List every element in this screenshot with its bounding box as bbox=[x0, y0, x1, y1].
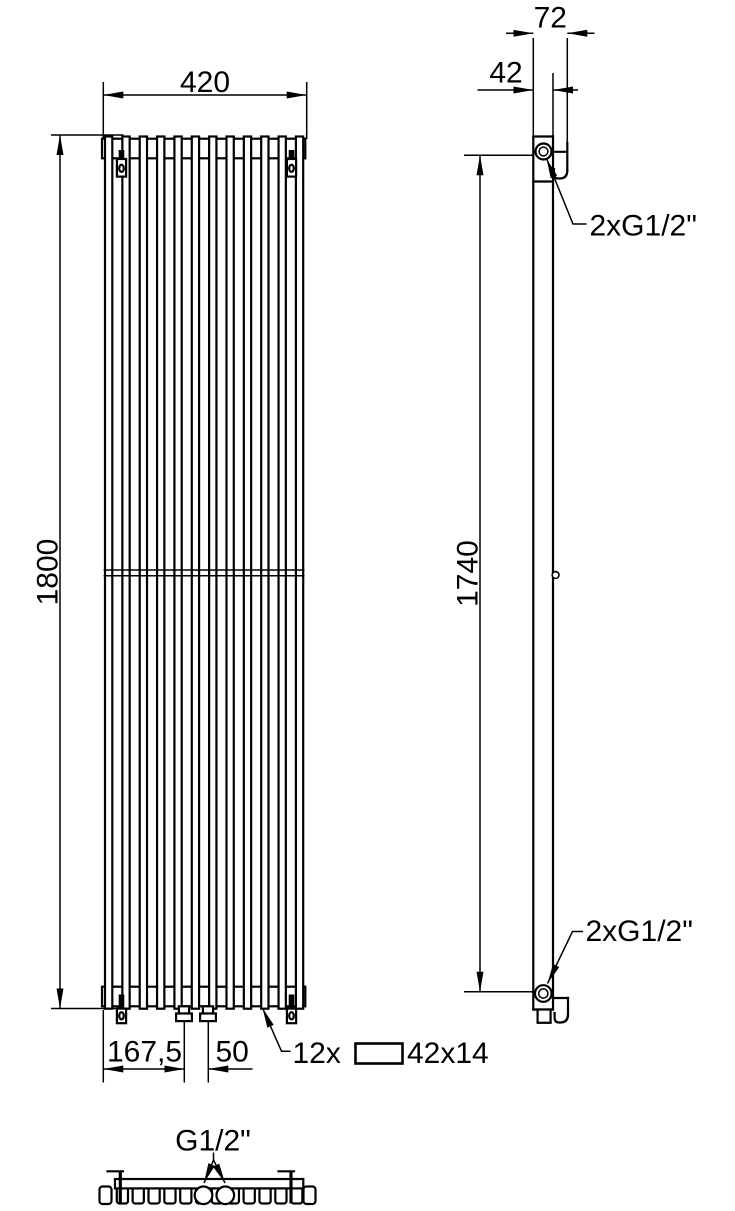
plan-bracket-left bbox=[106, 1170, 125, 1204]
fitting-inner-circle bbox=[538, 146, 549, 157]
dim-offset-value: 167,5 bbox=[107, 1036, 182, 1069]
callout-bottom-connection: 2xG1/2" bbox=[546, 915, 693, 984]
bracket-pin bbox=[288, 994, 295, 1009]
bracket-pin bbox=[118, 994, 125, 1009]
dim-depth-body-value: 42 bbox=[489, 57, 522, 90]
dim-depth-total-72: 72 bbox=[506, 2, 595, 37]
plan-end-cap-right bbox=[302, 1185, 317, 1206]
leader-line bbox=[261, 1007, 291, 1053]
side-bracket-top bbox=[551, 141, 569, 180]
front-middle-band bbox=[103, 569, 305, 577]
dim-spacing-50: 50 bbox=[207, 1021, 253, 1083]
front-top-collector bbox=[100, 137, 307, 160]
dim-connection-height-1740: 1740 bbox=[452, 154, 534, 993]
bracket-hole bbox=[118, 1011, 125, 1021]
front-tube bbox=[260, 135, 270, 1010]
dim-width-value: 420 bbox=[180, 66, 230, 99]
connector-left bbox=[175, 1005, 194, 1023]
front-tube bbox=[155, 135, 166, 1010]
bracket-hook-curve bbox=[552, 167, 569, 180]
connector-nut bbox=[175, 1012, 194, 1023]
side-view bbox=[532, 38, 570, 1024]
plan-view bbox=[98, 1170, 317, 1206]
bracket-top-left bbox=[115, 150, 128, 178]
tube-count-label: 12x bbox=[293, 1037, 341, 1070]
side-top-fitting bbox=[534, 142, 553, 161]
leader-line bbox=[212, 1159, 226, 1184]
front-tube bbox=[190, 135, 201, 1010]
bottom-connection-label: 2xG1/2" bbox=[586, 915, 693, 948]
bracket-bottom-left bbox=[115, 994, 128, 1025]
front-tube bbox=[121, 135, 131, 1010]
fitting-inner-circle bbox=[537, 988, 549, 999]
connector-nut bbox=[199, 1012, 218, 1023]
side-bottom-nut bbox=[536, 1008, 552, 1024]
fitting-outer-circle bbox=[533, 984, 553, 1003]
side-bottom-fitting bbox=[533, 984, 553, 1003]
front-wall-brackets bbox=[115, 150, 298, 1025]
plan-collector-bar bbox=[113, 1177, 305, 1190]
front-bottom-connectors bbox=[175, 1005, 218, 1023]
leader-line bbox=[545, 158, 587, 225]
front-tube bbox=[103, 135, 114, 1010]
bracket-top-right bbox=[285, 150, 298, 178]
leader-line bbox=[546, 930, 583, 984]
bracket-hole bbox=[118, 163, 125, 173]
plan-connection-label: G1/2" bbox=[175, 1125, 251, 1158]
front-tube bbox=[138, 135, 149, 1010]
side-bracket-bottom bbox=[551, 996, 570, 1024]
dim-spacing-value: 50 bbox=[216, 1036, 249, 1069]
dim-height-1800: 1800 bbox=[32, 134, 124, 1010]
dim-width-420: 420 bbox=[102, 66, 308, 139]
dim-depth-total-value: 72 bbox=[534, 2, 567, 35]
plan-connection-callout: G1/2" bbox=[175, 1125, 251, 1184]
bracket-hole bbox=[288, 163, 295, 173]
plan-connection-left bbox=[193, 1185, 214, 1206]
connector-right bbox=[199, 1005, 218, 1023]
bracket-body bbox=[285, 1007, 298, 1025]
bracket-hole bbox=[288, 1011, 295, 1021]
tube-profile-label: 42x14 bbox=[407, 1037, 489, 1070]
front-headers bbox=[100, 137, 307, 1008]
dim-height-value: 1800 bbox=[32, 539, 65, 606]
front-tube bbox=[225, 135, 235, 1010]
callout-top-connection: 2xG1/2" bbox=[545, 158, 697, 243]
dim-offset-167-5: 167,5 bbox=[102, 1010, 186, 1083]
front-tube bbox=[294, 135, 305, 1010]
dim-depth-body-42: 42 bbox=[477, 57, 578, 94]
fitting-outer-circle bbox=[534, 142, 553, 161]
top-connection-label: 2xG1/2" bbox=[590, 210, 697, 243]
tube-spec-callout: 12x 42x14 bbox=[261, 1007, 489, 1070]
leader-line bbox=[203, 1159, 215, 1184]
front-view bbox=[100, 135, 307, 1025]
bracket-pin bbox=[118, 150, 125, 159]
bracket-bottom-right bbox=[285, 994, 298, 1025]
side-mid-lug bbox=[551, 570, 560, 580]
dim-connection-height-value: 1740 bbox=[452, 540, 485, 607]
side-dimensions: 72 42 1740 2xG1/2" 2xG1/2" bbox=[452, 2, 697, 993]
bracket-body bbox=[115, 157, 128, 178]
front-tube bbox=[242, 135, 253, 1010]
plan-bracket-right bbox=[277, 1170, 296, 1204]
bracket-hook-curve bbox=[553, 1011, 570, 1024]
bracket-body bbox=[115, 1007, 128, 1025]
plan-end-cap-left bbox=[98, 1185, 113, 1206]
front-tube bbox=[208, 135, 218, 1010]
bracket-body bbox=[285, 157, 298, 178]
front-tubes bbox=[103, 135, 305, 1010]
front-bottom-collector bbox=[100, 985, 307, 1008]
front-tube bbox=[277, 135, 287, 1010]
plan-connection-right bbox=[215, 1185, 236, 1206]
bracket-pin bbox=[288, 150, 295, 159]
tube-profile-icon bbox=[354, 1042, 404, 1065]
front-dimensions: 420 1800 167,5 50 12x 42x14 bbox=[32, 66, 489, 1083]
front-tube bbox=[173, 135, 183, 1010]
